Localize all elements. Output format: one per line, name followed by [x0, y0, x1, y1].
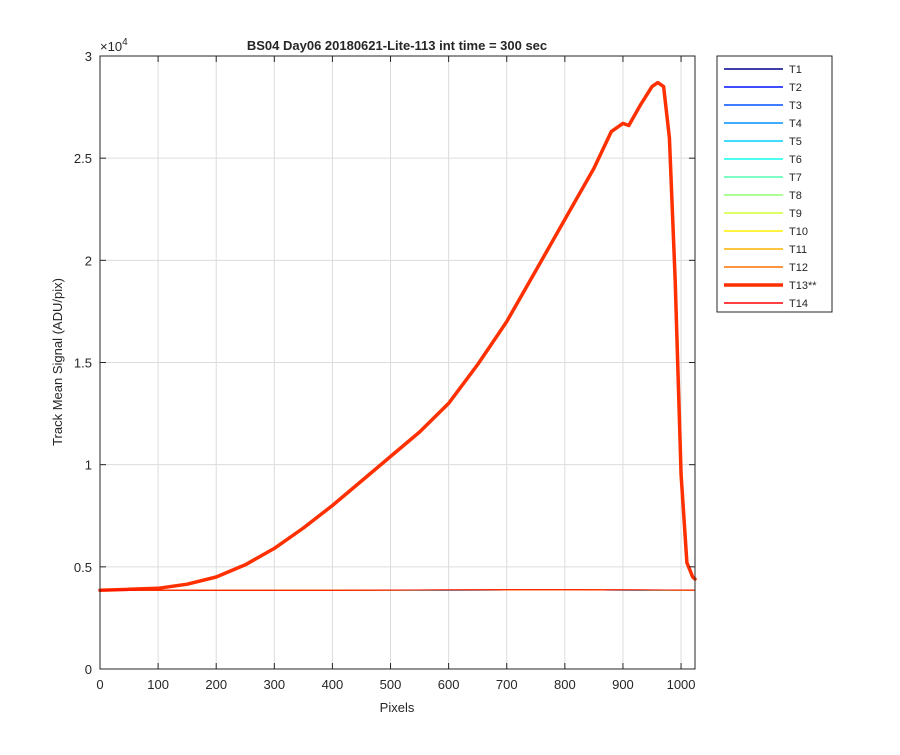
legend-label-t9: T9 [789, 208, 802, 220]
chart-title: BS04 Day06 20180621-Lite-113 int time = … [247, 38, 547, 53]
y-tick-label: 3 [85, 49, 92, 64]
y-exponent-power: 4 [122, 37, 128, 48]
legend-label-t13: T13** [789, 280, 817, 292]
y-tick-label: 2 [85, 253, 92, 268]
x-tick-label: 700 [496, 677, 518, 692]
x-tick-label: 200 [205, 677, 227, 692]
x-tick-label: 300 [263, 677, 285, 692]
y-tick-label: 1 [85, 458, 92, 473]
legend-label-t5: T5 [789, 136, 802, 148]
y-tick-label: 1.5 [74, 356, 92, 371]
y-axis-label: Track Mean Signal (ADU/pix) [50, 278, 65, 446]
x-tick-label: 0 [96, 677, 103, 692]
x-tick-label: 400 [322, 677, 344, 692]
y-tick-label: 2.5 [74, 151, 92, 166]
y-tick-label: 0.5 [74, 560, 92, 575]
legend-label-t12: T12 [789, 262, 808, 274]
x-tick-label: 600 [438, 677, 460, 692]
x-tick-label: 900 [612, 677, 634, 692]
legend-label-t11: T11 [789, 244, 807, 256]
x-tick-label: 100 [147, 677, 169, 692]
legend-label-t6: T6 [789, 154, 802, 166]
x-axis-label: Pixels [380, 700, 415, 715]
legend-label-t3: T3 [789, 100, 802, 112]
axis-ticks: 0 100 200 300 400 500 600 700 800 900 1000 0 0.5 1 1.5… [74, 49, 696, 692]
grid-lines [100, 56, 695, 669]
y-tick-label: 0 [85, 662, 92, 677]
y-axis-exponent: ×104 [100, 37, 128, 54]
x-tick-label: 1000 [667, 677, 696, 692]
legend: T1 T2 T3 T4 T5 T6 T7 T8 T9 T10 T11 T12 T13** T14 [716, 55, 833, 313]
legend-box [716, 55, 833, 313]
legend-label-t2: T2 [789, 82, 802, 94]
legend-label-t1: T1 [789, 64, 802, 76]
legend-label-t7: T7 [789, 172, 802, 184]
legend-label-t8: T8 [789, 190, 802, 202]
y-exponent-base: ×10 [100, 39, 122, 54]
series-lines [98, 80, 697, 593]
series-line-t14 [99, 589, 696, 591]
legend-label-t4: T4 [789, 118, 802, 130]
legend-label-t10: T10 [789, 226, 808, 238]
legend-label-t14: T14 [789, 298, 808, 310]
x-tick-label: 800 [554, 677, 576, 692]
series-line-t13 [98, 80, 697, 593]
x-tick-label: 500 [380, 677, 402, 692]
